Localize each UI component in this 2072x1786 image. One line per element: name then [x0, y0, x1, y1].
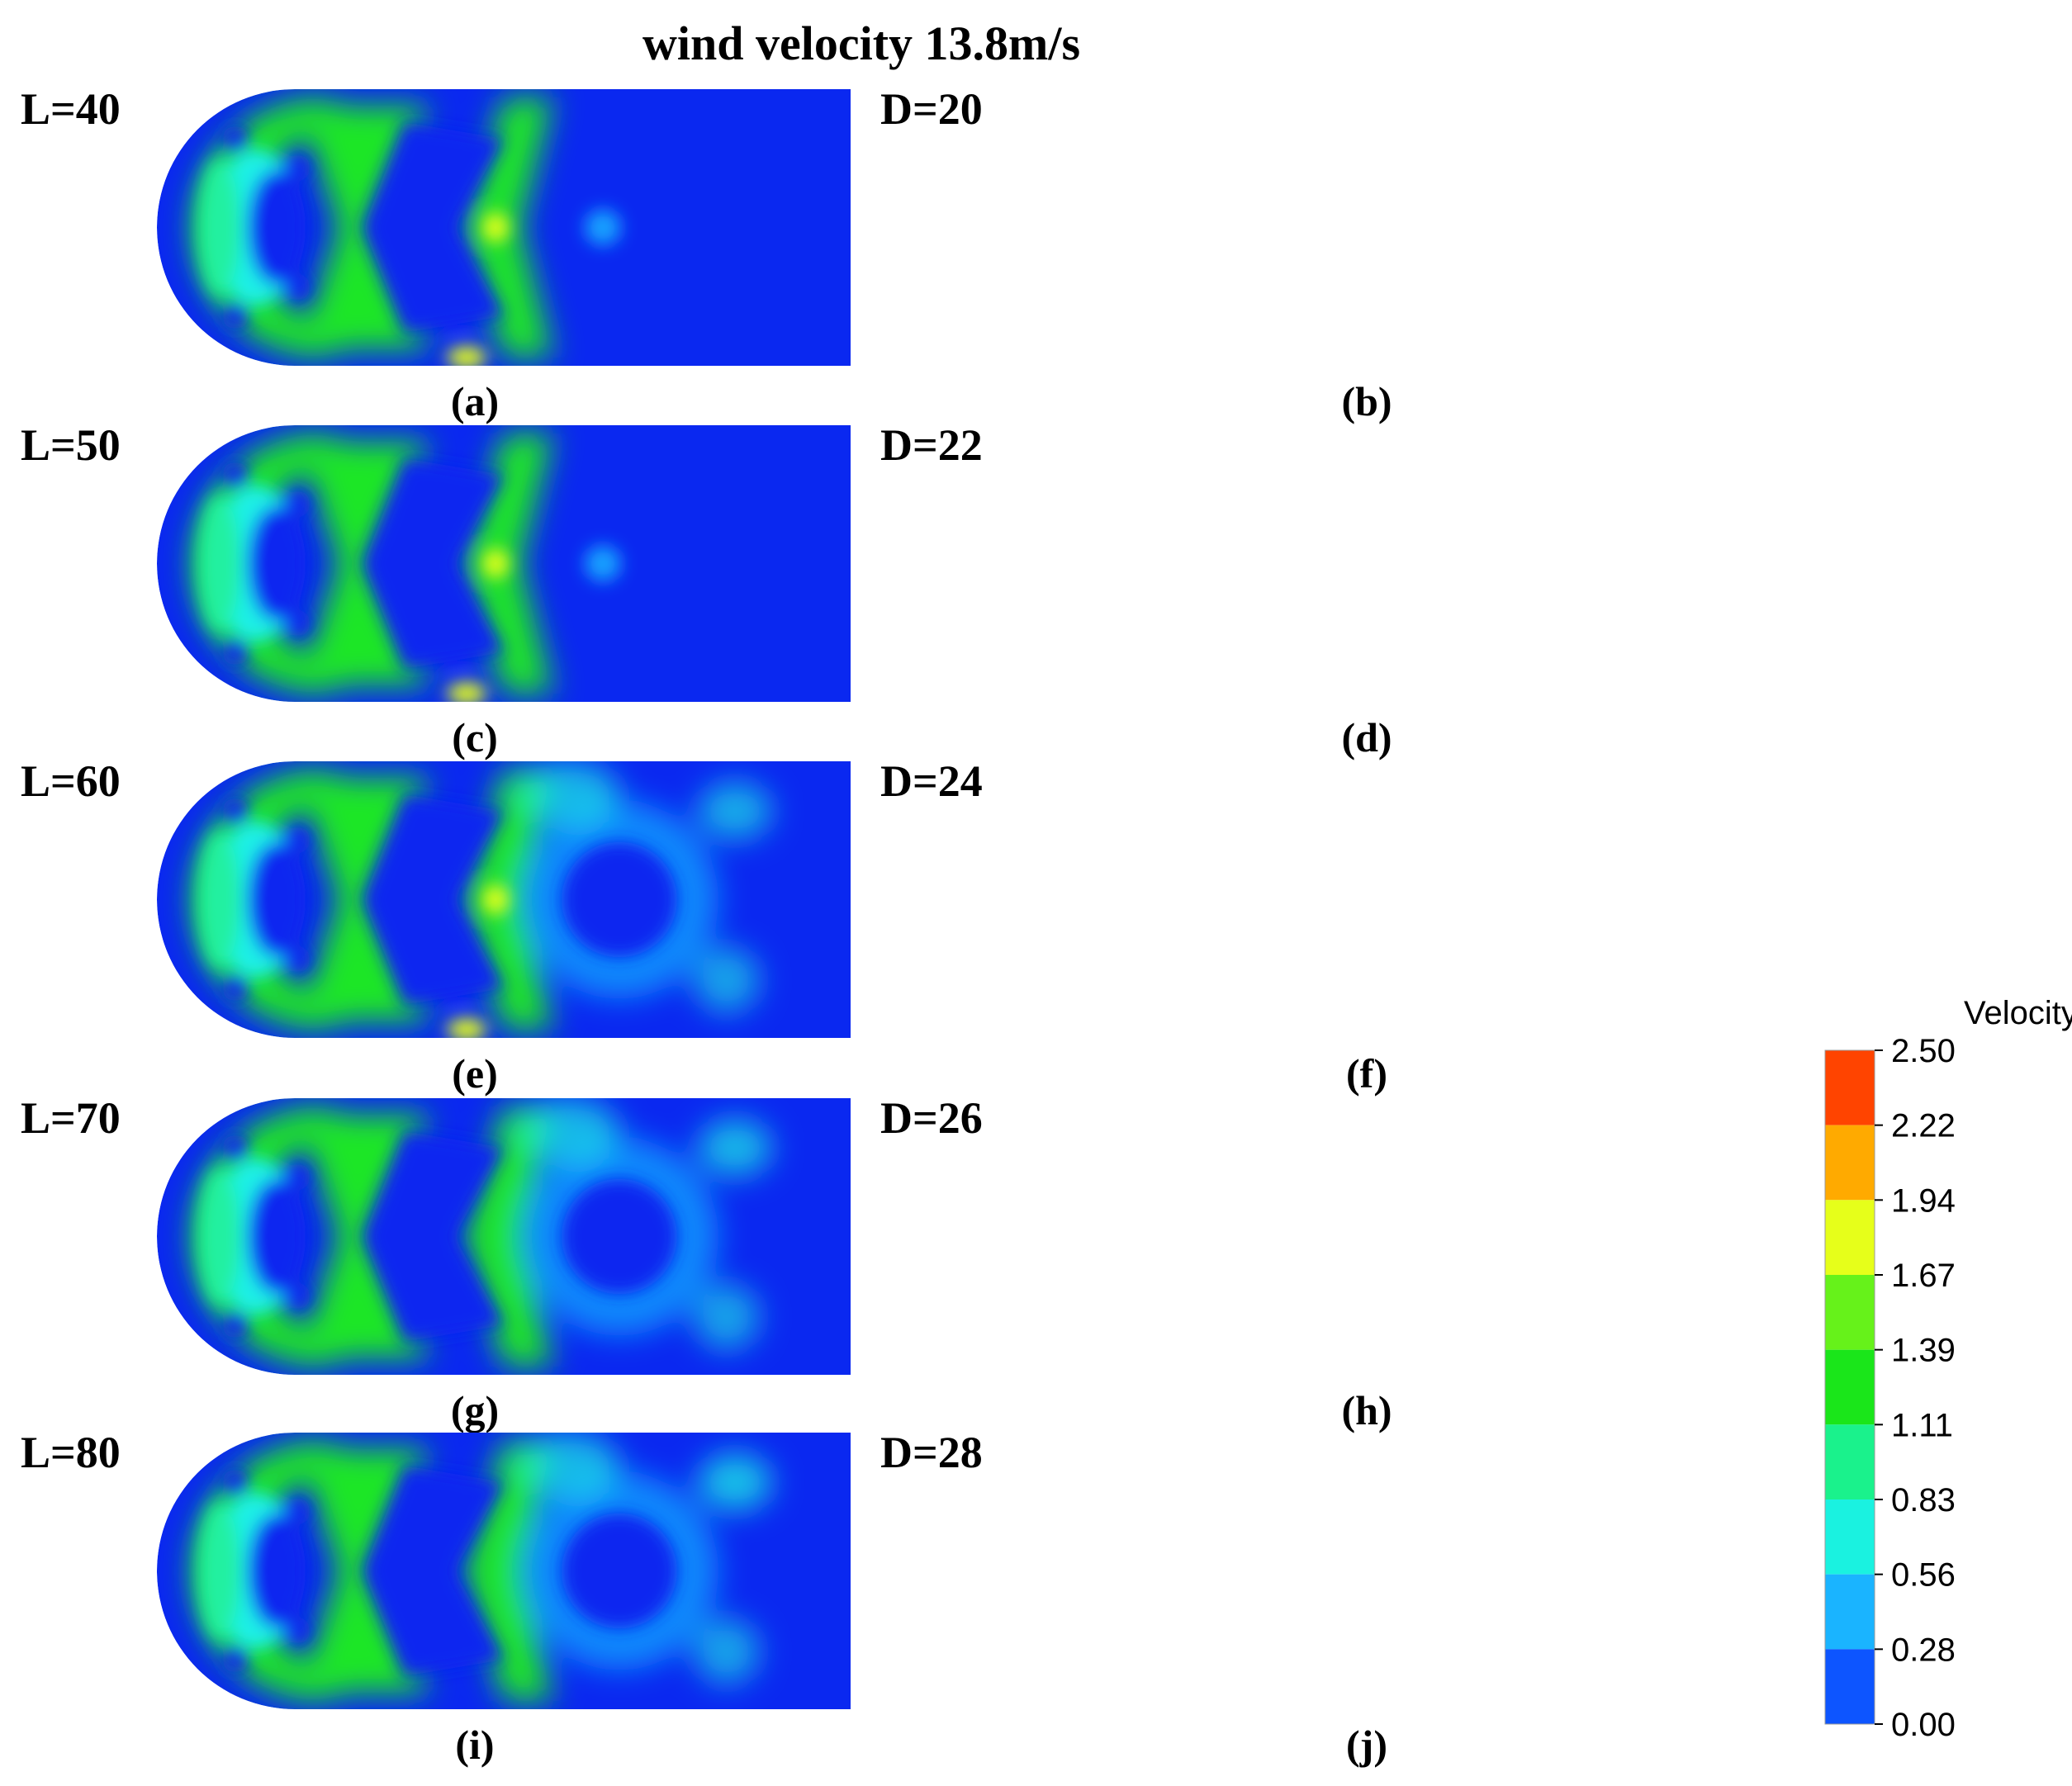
panel-caption: (d)	[1341, 714, 1392, 760]
panel-i: L=80 (i)	[21, 1428, 851, 1768]
panel-caption: (i)	[455, 1722, 494, 1768]
panel-caption: (b)	[1341, 378, 1392, 424]
colorbar-tick-label: 2.22	[1891, 1108, 1956, 1144]
panel-a: L=40 (a)	[21, 84, 851, 424]
colorbar-swatch	[1825, 1649, 1875, 1724]
colorbar-tick-label: 0.56	[1891, 1557, 1956, 1594]
panel-param-label: D=26	[880, 1093, 983, 1143]
panel-caption: (h)	[1341, 1387, 1392, 1433]
colorbar-tick-label: 1.11	[1891, 1407, 1953, 1443]
colorbar-swatch	[1825, 1200, 1875, 1275]
panel-param-label: D=20	[880, 84, 983, 134]
panel-param-label: L=70	[21, 1093, 121, 1143]
velocity-colorbar: Velocity[m/s] 2.50 2.22 1.94 1.67 1.39 1.11 0.…	[1824, 995, 2072, 1743]
panel-param-label: L=80	[21, 1428, 121, 1477]
panel-caption: (g)	[451, 1387, 499, 1433]
colorbar-swatch	[1825, 1050, 1875, 1125]
panel-g: L=70 (g)	[21, 1093, 851, 1433]
colorbar-tick-label: 1.94	[1891, 1182, 1956, 1219]
panel-param-label: D=28	[880, 1428, 983, 1477]
panel-caption: (j)	[1346, 1722, 1387, 1768]
colorbar-tick-label: 0.28	[1891, 1632, 1956, 1668]
panel-caption: (a)	[451, 378, 499, 424]
panel-caption: (e)	[452, 1050, 498, 1097]
panel-j: D=28 (j)	[880, 1428, 1387, 1768]
colorbar-tick-labels: 2.50 2.22 1.94 1.67 1.39 1.11 0.83 0.56 0.28 0.00	[1875, 1033, 1956, 1743]
panel-b: D=20 (b)	[880, 84, 1392, 424]
colorbar-swatch	[1825, 1275, 1875, 1350]
colorbar-swatch	[1825, 1424, 1875, 1499]
colorbar-tick-label: 1.67	[1891, 1258, 1956, 1294]
colorbar-tick-label: 0.00	[1891, 1707, 1956, 1743]
colorbar-swatch	[1825, 1125, 1875, 1201]
figure-title: wind velocity 13.8m/s	[642, 17, 1080, 70]
colorbar-title: Velocity[m/s]	[1964, 995, 2072, 1031]
colorbar-tick-label: 0.83	[1891, 1482, 1956, 1518]
colorbar-swatch	[1825, 1574, 1875, 1650]
colorbar-tick-label: 2.50	[1891, 1033, 1956, 1069]
panel-c: L=50 (c)	[21, 420, 851, 760]
panel-param-label: L=60	[21, 756, 121, 806]
panel-e: L=60 (e)	[21, 756, 851, 1097]
panel-grid: L=40 (a) D=20 (b) L=50 (c) D=22 (d) L=60 (e) D=24 (…	[21, 84, 1392, 1768]
colorbar-swatch	[1825, 1499, 1875, 1575]
panel-param-label: L=40	[21, 84, 121, 134]
panel-caption: (f)	[1346, 1050, 1387, 1097]
colorbar-swatches	[1824, 1049, 1875, 1725]
panel-d: D=22 (d)	[880, 420, 1392, 760]
panel-h: D=26 (h)	[880, 1093, 1392, 1433]
colorbar-swatch	[1825, 1349, 1875, 1425]
panel-f: D=24 (f)	[880, 756, 1387, 1097]
panel-param-label: L=50	[21, 420, 121, 470]
panel-caption: (c)	[452, 714, 498, 760]
colorbar-tick-label: 1.39	[1891, 1333, 1956, 1369]
panel-param-label: D=24	[880, 756, 983, 806]
panel-param-label: D=22	[880, 420, 983, 470]
